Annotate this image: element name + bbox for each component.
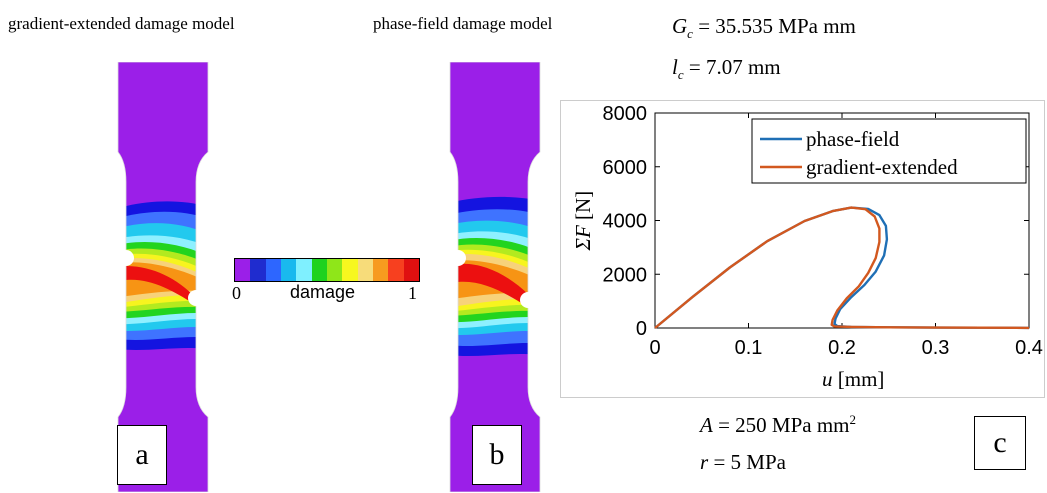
param-lc-symbol: l xyxy=(672,55,678,79)
colorbar-max-label: 1 xyxy=(408,283,417,303)
force-displacement-chart: 0 0.1 0.2 0.3 0.4 0 2000 4000 6000 8000 u [mm] ΣF [… xyxy=(560,100,1045,398)
param-lc: lc = 7.07 mm xyxy=(672,55,781,83)
param-a-value: = 250 MPa mm xyxy=(718,413,850,437)
colorbar xyxy=(234,258,420,282)
param-r-value: = 5 MPa xyxy=(713,450,786,474)
param-gc: Gc = 35.535 MPa mm xyxy=(672,14,856,42)
param-lc-value: = 7.07 mm xyxy=(688,55,781,79)
legend-label-gradient-extended: gradient-extended xyxy=(806,155,958,179)
colorbar-swatch-2 xyxy=(265,259,281,281)
y-axis-unit: [N] xyxy=(571,191,595,220)
specimen-b-notch-right xyxy=(520,292,536,308)
param-a-symbol: A xyxy=(700,413,713,437)
colorbar-swatch-5 xyxy=(311,259,327,281)
colorbar-swatch-9 xyxy=(372,259,389,281)
chart-axes: 0 0.1 0.2 0.3 0.4 0 2000 4000 6000 8000 u [mm] ΣF [… xyxy=(571,103,1043,391)
specimen-a xyxy=(117,62,209,492)
x-tick-label: 0.3 xyxy=(922,337,950,359)
y-axis-symbol: ΣF xyxy=(571,220,595,252)
title-phase-field: phase-field damage model xyxy=(373,14,553,33)
specimen-b xyxy=(449,62,541,492)
panel-label-c: c xyxy=(974,416,1026,470)
y-tick-label: 8000 xyxy=(603,103,648,125)
colorbar-swatch-8 xyxy=(357,259,373,281)
param-gc-symbol: G xyxy=(672,14,688,38)
param-r-symbol: r xyxy=(700,450,709,474)
colorbar-swatch-6 xyxy=(326,259,343,281)
series-line-gradient-extended xyxy=(654,206,1030,330)
y-tick-label: 6000 xyxy=(603,157,648,179)
legend-label-phase-field: phase-field xyxy=(806,127,900,151)
x-tick-label: 0.4 xyxy=(1015,337,1043,359)
colorbar-swatch-7 xyxy=(342,259,358,281)
x-axis-unit: [mm] xyxy=(838,367,885,391)
param-a: A = 250 MPa mm2 xyxy=(700,412,856,438)
y-tick-label: 2000 xyxy=(603,264,648,286)
specimen-a-notch-left xyxy=(118,250,134,266)
x-axis-symbol: u xyxy=(822,367,838,391)
specimen-a-notch-right xyxy=(188,290,204,306)
y-tick-label: 4000 xyxy=(603,211,648,233)
x-tick-label: 0.1 xyxy=(735,337,763,359)
legend-box xyxy=(751,118,1027,184)
specimen-b-notch-left xyxy=(450,250,466,266)
y-axis-label: ΣF [N] xyxy=(571,191,595,252)
colorbar-swatch-11 xyxy=(403,259,419,281)
chart-legend: phase-field gradient-extended xyxy=(751,118,1027,184)
x-tick-label: 0 xyxy=(649,337,660,359)
specimen-b-damage-bands xyxy=(450,196,540,356)
param-a-exp: 2 xyxy=(849,412,857,427)
param-lc-sub: c xyxy=(677,67,684,83)
colorbar-swatch-0 xyxy=(235,259,251,281)
panel-label-a: a xyxy=(117,425,167,485)
colorbar-swatch-3 xyxy=(280,259,297,281)
param-r: r = 5 MPa xyxy=(700,450,786,475)
colorbar-swatch-4 xyxy=(296,259,312,281)
specimen-a-damage-bands xyxy=(118,201,208,350)
chart-series xyxy=(654,206,1030,330)
colorbar-min-label: 0 xyxy=(232,283,241,303)
param-gc-sub: c xyxy=(687,26,693,42)
y-tick-label: 0 xyxy=(636,318,647,340)
title-gradient-extended: gradient-extended damage model xyxy=(8,14,235,33)
colorbar-title: damage xyxy=(290,282,356,302)
colorbar-swatch-1 xyxy=(250,259,266,281)
param-gc-value: = 35.535 MPa mm xyxy=(698,14,856,38)
colorbar-swatch-10 xyxy=(388,259,404,281)
x-tick-label: 0.2 xyxy=(828,337,856,359)
x-axis-label: u [mm] xyxy=(822,367,884,391)
panel-label-b: b xyxy=(472,425,522,485)
